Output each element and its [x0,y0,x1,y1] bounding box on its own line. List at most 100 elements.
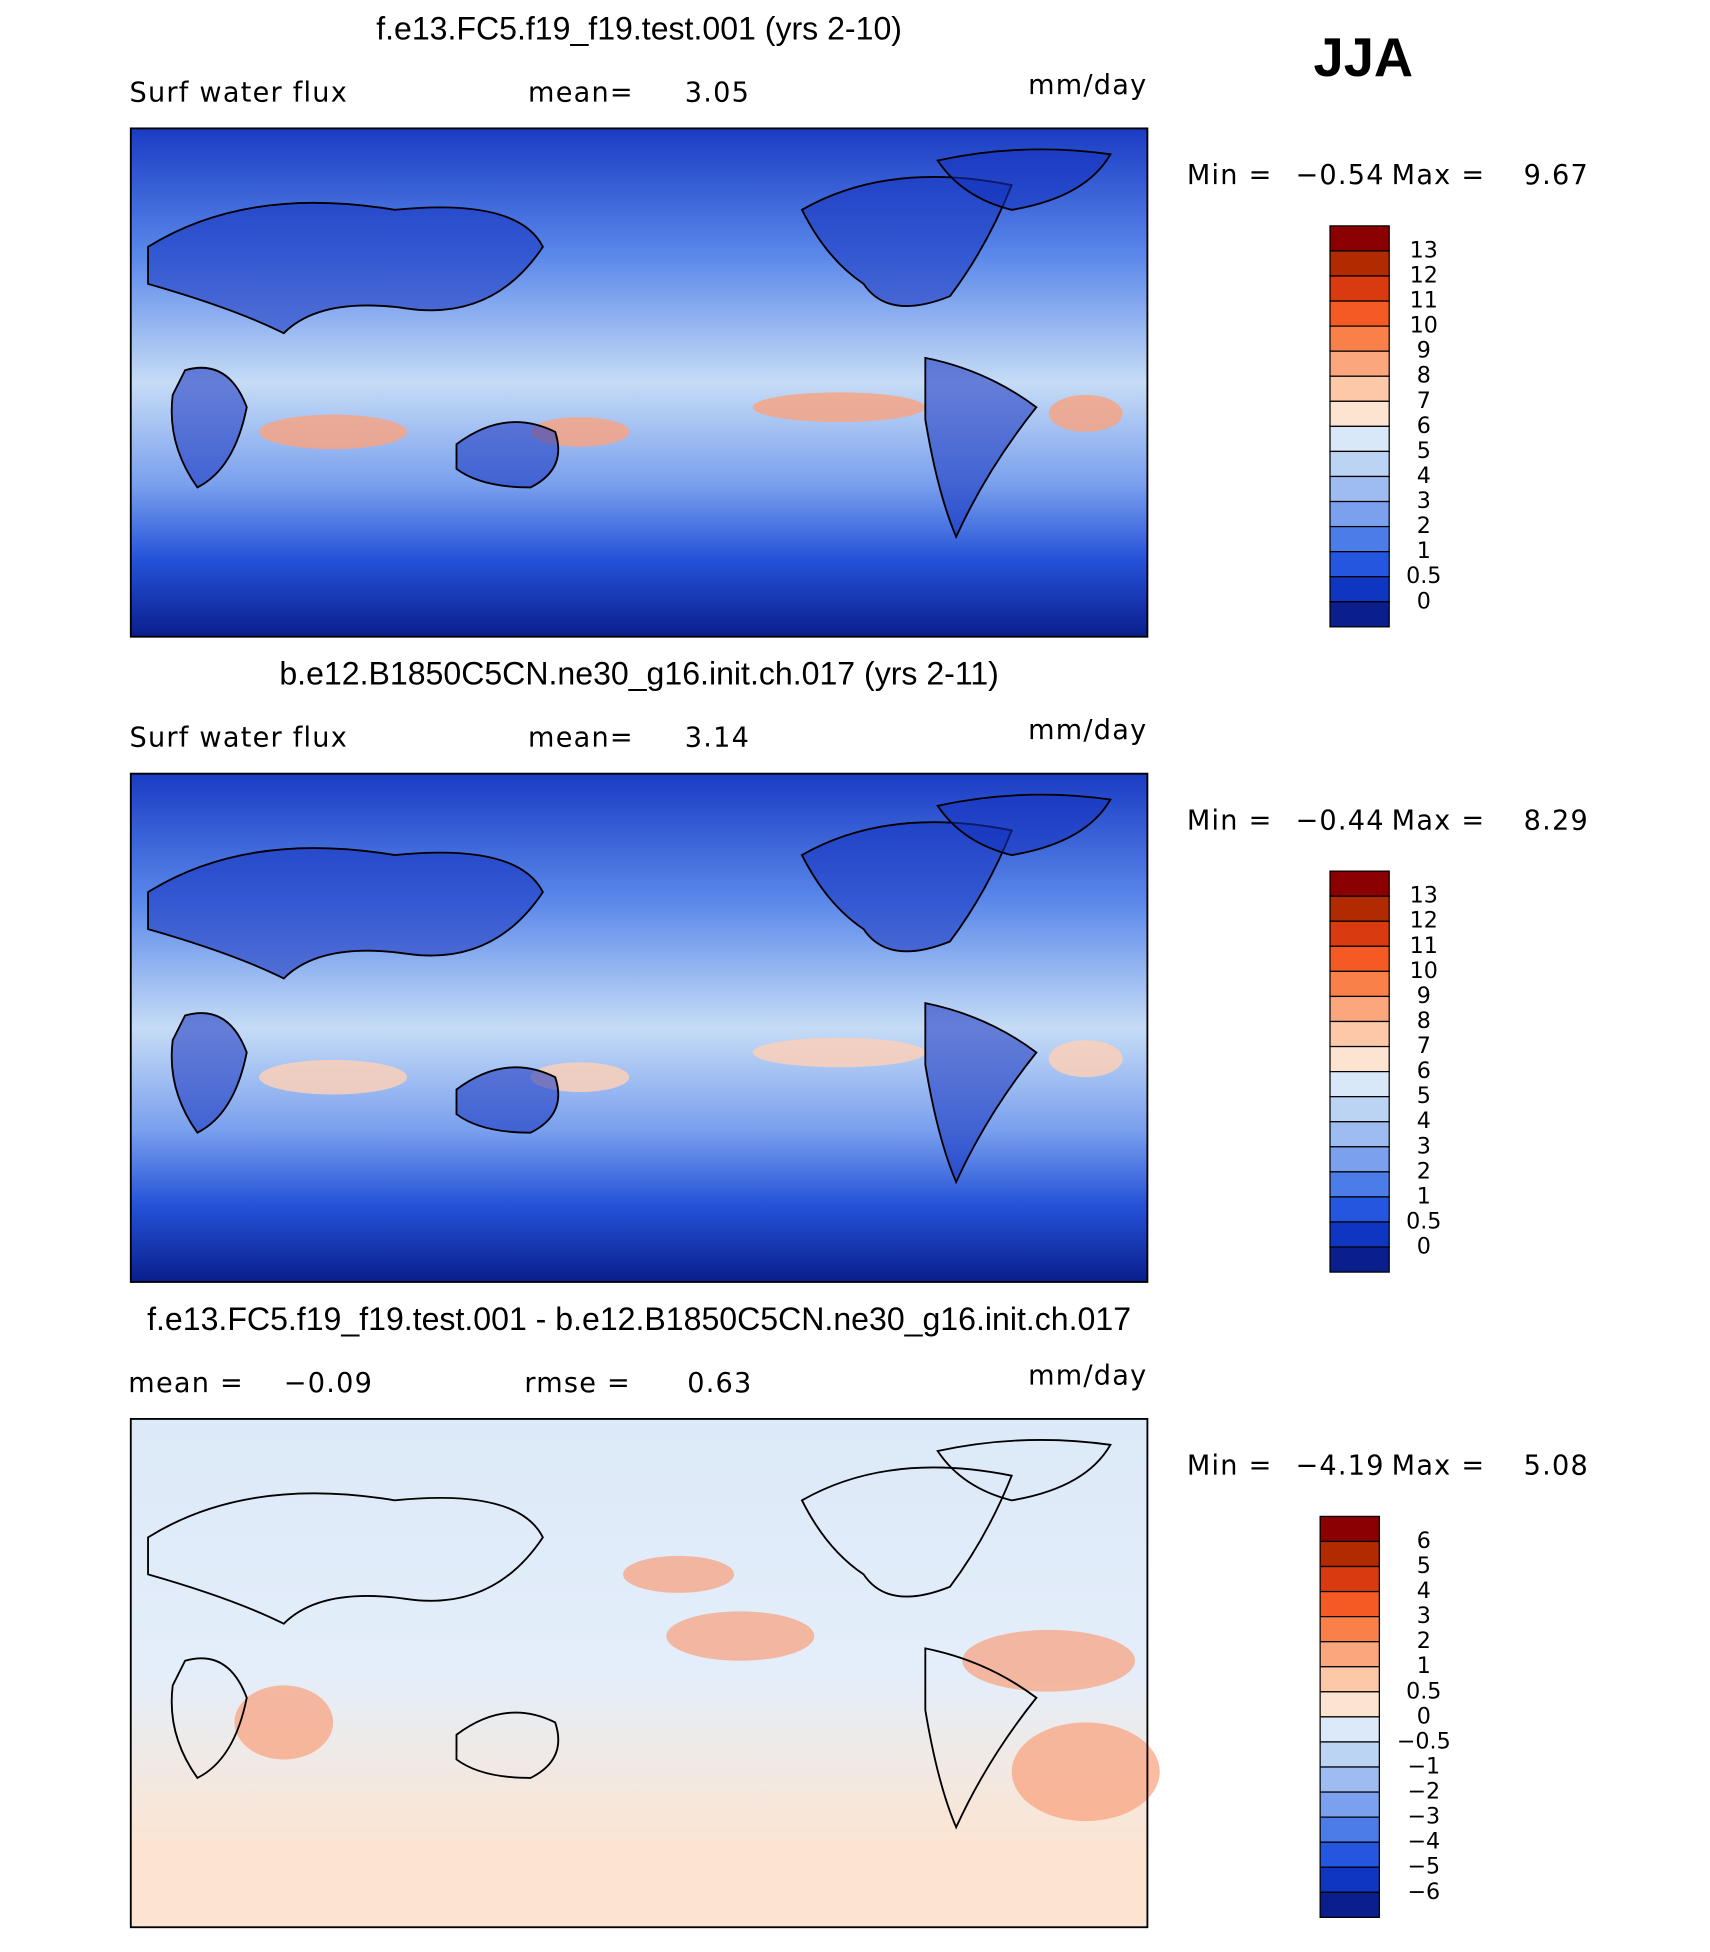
min-label: Min = [1187,805,1273,836]
map-frame [129,127,1149,638]
variable-label: Surf water flux [130,77,348,108]
coastline [455,1066,560,1134]
colorbar-label: 0.5 [1406,1208,1441,1234]
coastline [800,821,1013,953]
colorbar-label: 12 [1410,262,1438,288]
colorbar-box [1329,1020,1390,1048]
colorbar-box [1329,500,1390,528]
season-label: JJA [1314,27,1414,88]
stat-label: mean= [528,77,634,108]
min-label: Min = [1187,1451,1273,1482]
colorbar-label: 7 [1417,388,1431,414]
colorbar-label: 2 [1417,1628,1431,1654]
colorbar-box [1319,1641,1380,1668]
coastline [147,847,544,980]
colorbar-box [1329,945,1390,972]
colorbar-label: 2 [1417,513,1431,539]
max-label: Max = [1392,160,1486,191]
colorbar-label: −1 [1407,1753,1440,1779]
colorbar-label: 6 [1417,413,1431,439]
colorbar-box [1329,1146,1390,1173]
rain-band [752,1037,926,1068]
colorbar-box [1319,1616,1380,1643]
rain-band [1048,394,1123,432]
stat-value: 3.14 [685,723,750,754]
anomaly [1011,1722,1160,1822]
coastline [936,148,1112,211]
panel-title: f.e13.FC5.f19_f19.test.001 (yrs 2-10) [376,10,902,46]
colorbar-label: 0.5 [1406,563,1441,589]
colorbar-label: 1 [1417,1183,1431,1209]
anomaly [962,1629,1136,1692]
max-value: 5.08 [1524,1451,1589,1482]
colorbar-box [1319,1565,1380,1593]
min-label: Min = [1187,160,1273,191]
coastline [936,1438,1112,1502]
max-label: Max = [1392,805,1486,836]
colorbar-box [1329,1221,1390,1248]
coastline [924,1002,1038,1185]
colorbar-box [1329,225,1390,252]
colorbar-label: 10 [1410,313,1438,339]
coastline [455,421,560,489]
colorbar-label: 9 [1417,983,1431,1009]
rain-band [259,414,408,450]
colorbar-box [1329,551,1390,578]
coastline [924,1647,1038,1830]
panel: b.e12.B1850C5CN.ne30_g16.init.ch.017 (yr… [130,656,1589,1283]
variable-label: Surf water flux [130,723,348,754]
stat-value: 3.05 [685,77,750,108]
colorbar-box [1319,1590,1380,1618]
stat-label: mean = [128,1368,244,1399]
colorbar-label: 4 [1417,1108,1431,1134]
colorbar-box [1319,1666,1380,1693]
colorbar-box [1329,325,1390,352]
panel: f.e13.FC5.f19_f19.test.001 (yrs 2-10) Sur… [129,10,1588,638]
max-value: 8.29 [1524,805,1589,836]
colorbar-box [1329,970,1390,998]
colorbar-label: 6 [1417,1528,1431,1554]
coastline [455,1711,560,1779]
colorbar-label: −4 [1407,1829,1440,1855]
colorbar-box [1319,1691,1380,1718]
colorbar-box [1329,450,1390,478]
colorbar-box [1329,475,1390,503]
coastline [924,356,1038,540]
coastline [170,366,248,489]
coastline [800,1466,1013,1598]
rain-band [259,1059,408,1095]
colorbar-box [1329,576,1390,603]
colorbar-label: 0 [1417,1234,1431,1260]
colorbar-label: 12 [1410,908,1438,934]
colorbar-label: 0 [1417,588,1431,614]
colorbar-label: 8 [1417,1008,1431,1034]
colorbar-box [1329,920,1390,947]
colorbar-label: 3 [1417,1133,1431,1159]
colorbar-box [1329,525,1390,553]
units-label: mm/day [1028,70,1147,101]
coastline [170,1012,248,1134]
stat-value: −0.09 [284,1368,373,1399]
colorbar-box [1329,350,1390,377]
colorbar-label: 0.5 [1406,1678,1441,1704]
colorbar-label: 7 [1417,1033,1431,1059]
colorbar-box [1319,1816,1380,1843]
colorbar-box [1329,250,1390,277]
colorbar-box [1329,375,1390,402]
panel-title: f.e13.FC5.f19_f19.test.001 - b.e12.B1850… [147,1301,1131,1337]
colorbar-box [1319,1791,1380,1818]
colorbar-box [1329,1246,1390,1273]
colorbar-label: 5 [1417,1083,1431,1109]
colorbar-box [1329,300,1390,327]
colorbar-box [1329,1196,1390,1223]
colorbar-label: 0 [1417,1703,1431,1729]
colorbar-box [1329,275,1390,302]
colorbar-box [1329,895,1390,922]
panel: f.e13.FC5.f19_f19.test.001 - b.e12.B1850… [128,1301,1589,1929]
colorbar-label: −0.5 [1397,1728,1451,1754]
units-label: mm/day [1028,715,1147,746]
map-frame [129,1417,1149,1929]
colorbar-label: −5 [1407,1854,1440,1880]
colorbar-label: 5 [1417,1553,1431,1579]
